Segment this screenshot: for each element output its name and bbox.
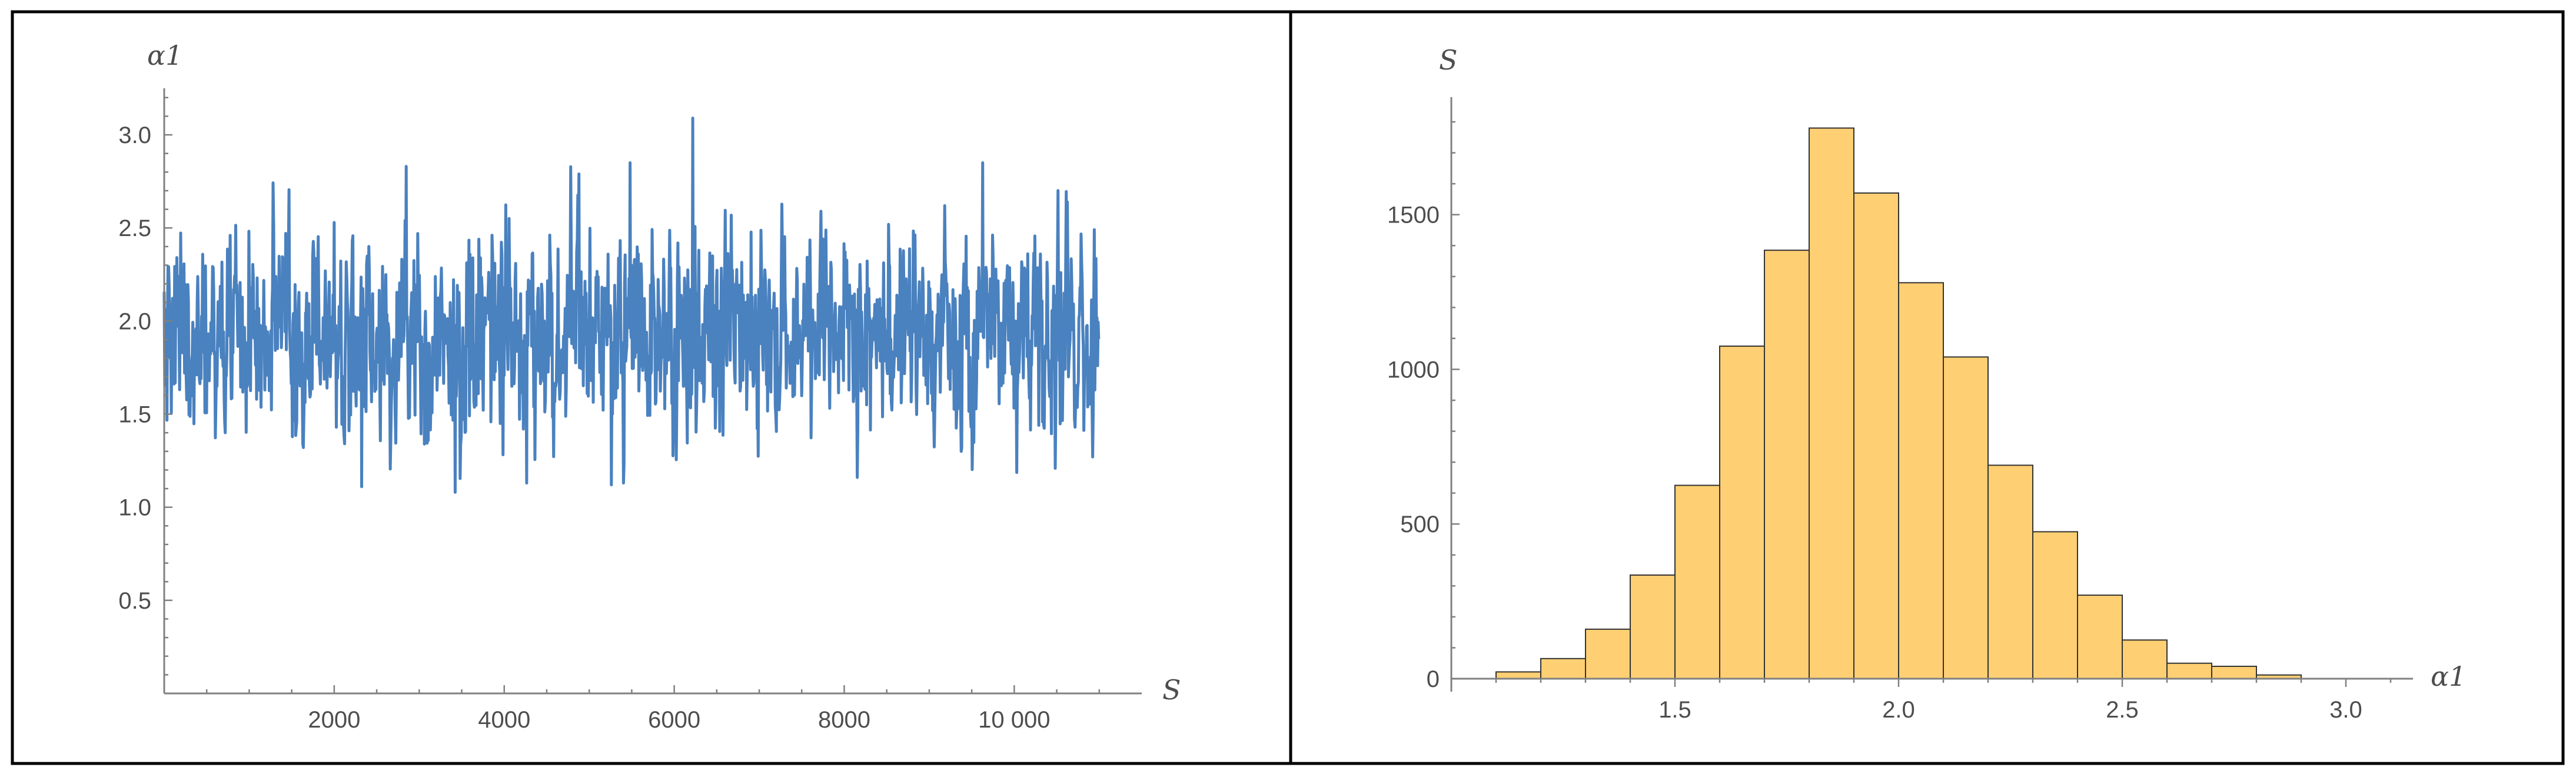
hist-x-ticks: 1.5 2.0 2.5 3.0: [1495, 679, 2392, 723]
trace-y-tick-label: 1.5: [118, 402, 151, 428]
trace-x-tick-label: 6000: [648, 707, 700, 733]
hist-x-tick-label: 1.5: [1658, 697, 1691, 723]
trace-x-ticks: 2000 4000 6000 8000 10 000: [205, 685, 1101, 733]
hist-x-tick-label: 3.0: [2329, 697, 2362, 723]
trace-y-tick-label: 3.0: [118, 122, 151, 148]
hist-y-tick-label: 1000: [1387, 357, 1440, 383]
histogram-bars: [1495, 127, 2302, 680]
histogram-plot: 0 500 1000 1500 1.5 2.0 2.5 3.0 S α1: [1387, 44, 2466, 723]
histogram-bar: [1853, 192, 1899, 679]
trace-x-tick-label: 8000: [818, 707, 870, 733]
hist-x-tick-label: 2.0: [1882, 697, 1915, 723]
hist-y-axis-label: S: [1439, 44, 1458, 76]
hist-y-ticks: 0 500 1000 1500: [1387, 121, 1460, 692]
trace-x-tick-label: 2000: [308, 707, 360, 733]
trace-y-ticks: 0.5 1.0 1.5 2.0 2.5 3.0: [118, 97, 172, 676]
histogram-bar: [1764, 250, 1810, 679]
histogram-bar: [2032, 531, 2078, 679]
histogram-bar: [1987, 464, 2033, 680]
hist-y-tick-label: 500: [1400, 512, 1440, 537]
histogram-bar: [2077, 595, 2123, 679]
histogram-bar: [1585, 628, 1631, 680]
histogram-bar: [1809, 127, 1854, 680]
trace-y-tick-label: 2.5: [118, 215, 151, 241]
trace-x-tick-label: 4000: [478, 707, 530, 733]
histogram-bar: [2211, 665, 2257, 680]
trace-series: [162, 117, 1101, 494]
histogram-bar: [1674, 484, 1720, 679]
trace-y-tick-label: 2.0: [118, 308, 151, 334]
histogram-bar: [1898, 282, 1944, 679]
trace-y-tick-label: 0.5: [118, 588, 151, 614]
trace-x-tick-label: 10 000: [978, 707, 1050, 733]
histogram-bar: [1630, 574, 1676, 680]
trace-x-axis-label: S: [1162, 674, 1181, 706]
hist-y-tick-label: 1500: [1387, 202, 1440, 228]
trace-line: [162, 117, 1101, 494]
histogram-bar: [2166, 662, 2212, 679]
hist-x-tick-label: 2.5: [2106, 697, 2139, 723]
trace-plot: 0.5 1.0 1.5 2.0 2.5 3.0 2000 4000 6000 8000 10 00…: [118, 39, 1181, 733]
histogram-bar: [1495, 671, 1541, 680]
histogram-bar: [1719, 346, 1765, 679]
hist-x-axis-label: α1: [2431, 660, 2466, 692]
trace-y-axis-label: α1: [147, 39, 182, 71]
histogram-bar: [2122, 639, 2168, 679]
trace-y-tick-label: 1.0: [118, 495, 151, 521]
histogram-bar: [1943, 356, 1989, 679]
histogram-bar: [1540, 658, 1586, 680]
hist-y-tick-label: 0: [1427, 666, 1440, 692]
